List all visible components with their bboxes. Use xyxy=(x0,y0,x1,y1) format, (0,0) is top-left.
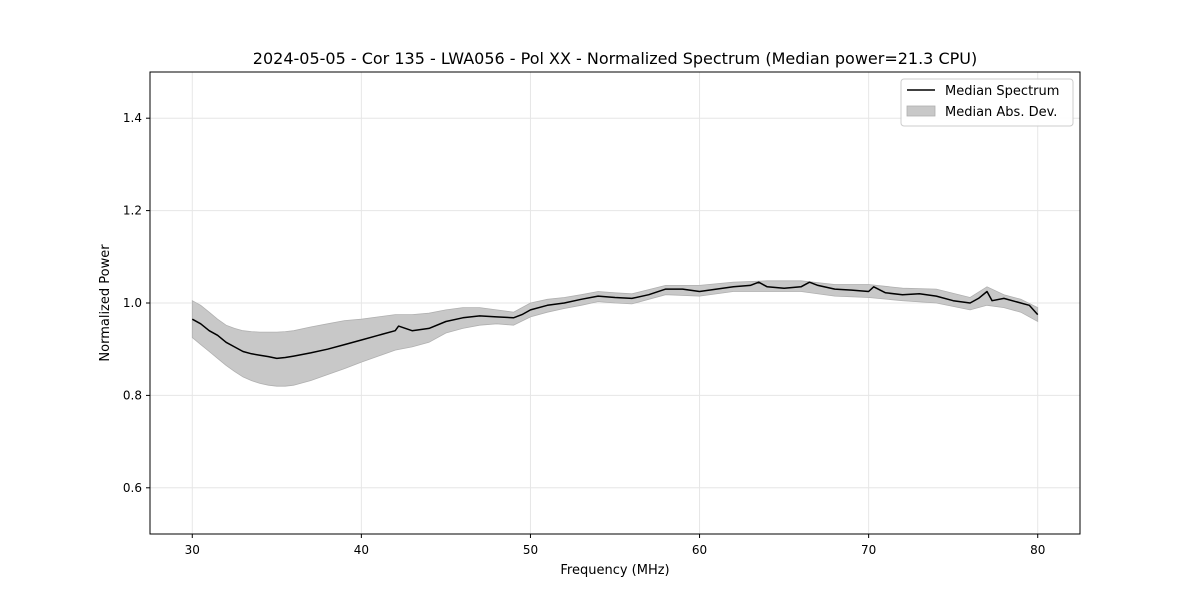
legend-box xyxy=(900,78,1074,127)
legend: Median Spectrum Median Abs. Dev. xyxy=(900,78,1074,127)
axis-ticks: 30 40 50 60 70 80 0.6 0.8 1.0 1.2 1.4 xyxy=(123,111,1045,557)
y-tick-label: 0.6 xyxy=(123,481,142,495)
x-tick-label: 70 xyxy=(861,543,876,557)
y-tick-label: 1.2 xyxy=(123,204,142,218)
legend-band-swatch xyxy=(906,105,936,117)
x-axis-label: Frequency (MHz) xyxy=(560,563,669,578)
x-tick-label: 60 xyxy=(692,543,707,557)
x-tick-label: 50 xyxy=(523,543,538,557)
median-spectrum-line xyxy=(191,281,1039,360)
median-abs-dev-band xyxy=(191,280,1039,387)
chart-title: 2024-05-05 - Cor 135 - LWA056 - Pol XX -… xyxy=(253,49,977,68)
y-axis-label: Normalized Power xyxy=(98,244,113,362)
x-tick-label: 30 xyxy=(185,543,200,557)
y-tick-label: 1.4 xyxy=(123,111,142,125)
legend-label-median-abs-dev: Median Abs. Dev. xyxy=(945,105,1057,120)
x-tick-label: 80 xyxy=(1030,543,1045,557)
x-tick-label: 40 xyxy=(354,543,369,557)
y-tick-label: 0.8 xyxy=(123,388,142,402)
legend-label-median-spectrum: Median Spectrum xyxy=(945,84,1059,99)
y-tick-label: 1.0 xyxy=(123,296,142,310)
